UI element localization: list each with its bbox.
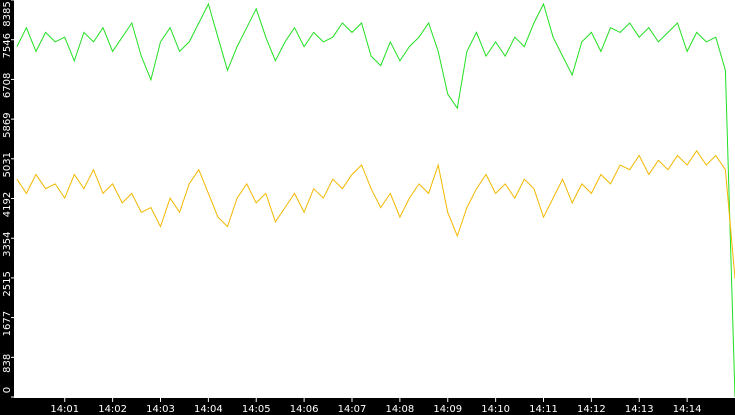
y-tick-label: 3354 [2, 231, 13, 256]
x-tick-label: 14:03 [146, 404, 175, 415]
x-tick-label: 14:07 [338, 404, 367, 415]
x-tick-label: 14:01 [50, 404, 79, 415]
y-tick-label: 2515 [2, 271, 13, 296]
y-axis-bar [0, 0, 14, 415]
x-tick-label: 14:14 [673, 404, 702, 415]
x-tick-label: 14:13 [625, 404, 654, 415]
x-tick-label: 14:06 [290, 404, 319, 415]
x-tick-label: 14:05 [242, 404, 271, 415]
x-tick-label: 14:09 [433, 404, 462, 415]
y-tick-label: 5869 [2, 112, 13, 137]
y-tick-label: 8385 [2, 1, 13, 26]
x-tick-label: 14:08 [385, 404, 414, 415]
y-tick-label: 0 [2, 387, 13, 393]
line [16, 149, 735, 279]
y-tick-label: 4192 [2, 192, 13, 217]
line [16, 2, 735, 398]
y-tick-label: 7546 [2, 33, 13, 58]
x-tick-label: 14:04 [194, 404, 223, 415]
x-tick-label: 14:02 [98, 404, 127, 415]
x-tick-label: 14:12 [577, 404, 606, 415]
x-tick-label: 14:10 [481, 404, 510, 415]
y-tick-label: 1677 [2, 311, 13, 336]
x-axis-bar [0, 398, 735, 415]
y-tick-label: 5031 [2, 152, 13, 177]
x-tick-label: 14:11 [529, 404, 558, 415]
y-tick-label: 838 [2, 354, 13, 373]
y-tick-label: 6708 [2, 73, 13, 98]
